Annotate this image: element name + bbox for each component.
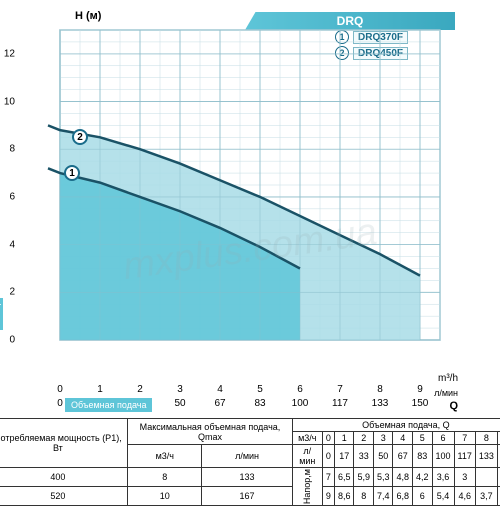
lmin-col: 33 [354, 445, 374, 468]
cell-napor: 9 [322, 487, 334, 506]
th-m3h: м3/ч [292, 432, 322, 445]
cell-napor: 3 [454, 468, 475, 487]
cell-napor: 7 [322, 468, 334, 487]
x-tick: 7 [337, 384, 343, 395]
cell-napor: 3,7 [475, 487, 497, 506]
lmin-col: 0 [322, 445, 334, 468]
x-tick-lmin: 133 [372, 398, 389, 409]
lmin-col: 133 [475, 445, 497, 468]
x-tick-lmin: 83 [254, 398, 265, 409]
napor-label: Напор [0, 298, 3, 330]
cell-napor: 8 [354, 487, 374, 506]
cell-napor: 5,3 [373, 468, 393, 487]
lmin-col: 83 [413, 445, 433, 468]
cell-napor: 7,4 [373, 487, 393, 506]
x-tick-lmin: 100 [292, 398, 309, 409]
x-tick-lmin: 67 [214, 398, 225, 409]
lmin-col: 67 [393, 445, 413, 468]
q-col: 3 [373, 432, 393, 445]
data-table: ельПотребляемая мощность (P1), ВтМаксима… [0, 418, 500, 506]
chart-svg [35, 10, 450, 370]
x-tick-lmin: 117 [332, 398, 348, 409]
x-tick: 2 [137, 384, 143, 395]
cell-napor: 5,4 [432, 487, 454, 506]
x-symbol: Q [449, 400, 458, 412]
x-tick-lmin: 0 [57, 398, 63, 409]
y-tick: 10 [4, 96, 15, 107]
y-tick: 8 [9, 144, 15, 155]
q-col: 1 [334, 432, 354, 445]
cell-power: 520 [0, 487, 128, 506]
q-col: 2 [354, 432, 374, 445]
performance-chart: H (м) DRQ 1DRQ370F2DRQ450F 024681012 012… [35, 10, 450, 370]
q-col: 7 [454, 432, 475, 445]
th-lmin2: л/мин [292, 445, 322, 468]
curve-marker-1: 1 [64, 165, 80, 181]
cell-napor: 8,6 [334, 487, 354, 506]
cell-qmax-lmin: 167 [202, 487, 292, 506]
lmin-col: 117 [454, 445, 475, 468]
x-tick-lmin: 150 [412, 398, 429, 409]
cell-napor: 6,8 [393, 487, 413, 506]
lmin-col: 100 [432, 445, 454, 468]
x-unit-bottom: л/мин [434, 388, 458, 398]
lmin-col: 17 [334, 445, 354, 468]
th-power: Потребляемая мощность (P1), Вт [0, 419, 128, 468]
q-col: 0 [322, 432, 334, 445]
cell-napor: 4,2 [413, 468, 433, 487]
y-tick: 0 [9, 335, 15, 346]
q-col: 5 [413, 432, 433, 445]
q-col: 6 [432, 432, 454, 445]
th-q: Объемная подача, Q [292, 419, 500, 432]
cell-napor: 4,8 [393, 468, 413, 487]
cell-power: 400 [0, 468, 128, 487]
y-tick: 4 [9, 239, 15, 250]
x-tick: 3 [177, 384, 183, 395]
x-tick: 4 [217, 384, 223, 395]
x-tick: 8 [377, 384, 383, 395]
y-tick: 12 [4, 48, 15, 59]
x-unit-top: m³/h [438, 373, 458, 384]
th-qmax: Максимальная объемная подача, Qmax [128, 419, 292, 445]
cell-napor: 3,6 [432, 468, 454, 487]
cell-qmax-lmin: 133 [202, 468, 292, 487]
x-tick-lmin: 50 [174, 398, 185, 409]
cell-qmax-m3h: 8 [128, 468, 202, 487]
y-tick: 6 [9, 191, 15, 202]
q-col: 8 [475, 432, 497, 445]
cell-napor: 6 [413, 487, 433, 506]
y-tick: 2 [9, 287, 15, 298]
x-tick: 1 [97, 384, 103, 395]
lmin-col: 50 [373, 445, 393, 468]
th-m3h2: м3/ч [128, 445, 202, 468]
cell-qmax-m3h: 10 [128, 487, 202, 506]
x-tick: 6 [297, 384, 303, 395]
q-col: 4 [393, 432, 413, 445]
cell-napor: 6,5 [334, 468, 354, 487]
x-tick: 9 [417, 384, 423, 395]
x-tick: 0 [57, 384, 63, 395]
th-lmin: л/мин [202, 445, 292, 468]
x-tick: 5 [257, 384, 263, 395]
cell-napor [475, 468, 497, 487]
cell-napor: 5,9 [354, 468, 374, 487]
podacha-label: Объемная подача [65, 398, 152, 412]
cell-napor: 4,6 [454, 487, 475, 506]
pump-table: ельПотребляемая мощность (P1), ВтМаксима… [0, 418, 500, 506]
